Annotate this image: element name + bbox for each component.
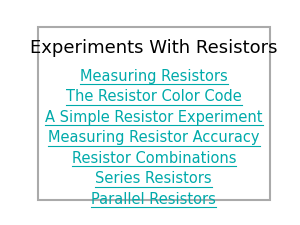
Text: Parallel Resistors: Parallel Resistors — [91, 191, 216, 207]
Text: Measuring Resistor Accuracy: Measuring Resistor Accuracy — [48, 130, 260, 145]
Text: Series Resistors: Series Resistors — [95, 171, 212, 186]
Text: Resistor Combinations: Resistor Combinations — [71, 151, 236, 166]
Text: Experiments With Resistors: Experiments With Resistors — [30, 39, 278, 57]
Text: Measuring Resistors: Measuring Resistors — [80, 69, 228, 83]
Text: The Resistor Color Code: The Resistor Color Code — [66, 89, 242, 104]
Text: A Simple Resistor Experiment: A Simple Resistor Experiment — [45, 110, 262, 125]
